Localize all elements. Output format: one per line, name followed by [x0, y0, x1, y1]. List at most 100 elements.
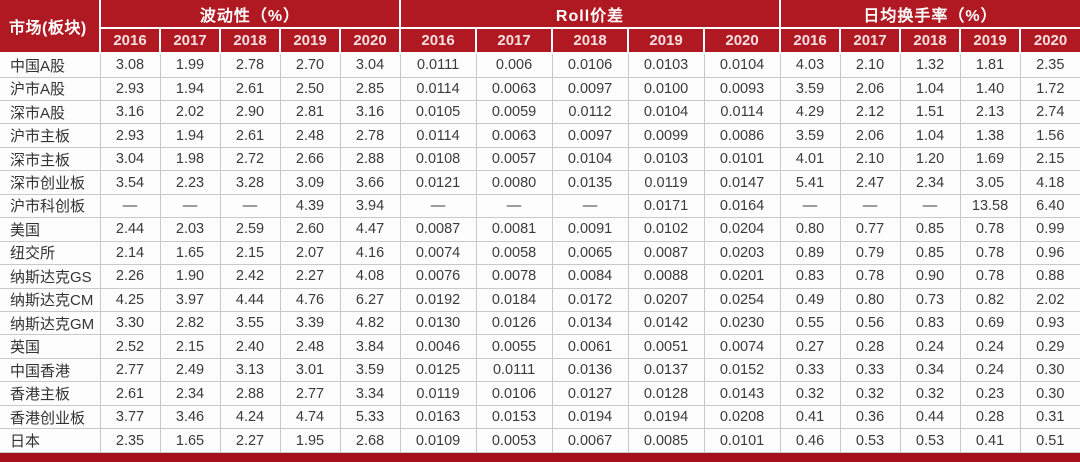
data-cell-turnover: 0.78: [839, 264, 901, 289]
data-cell-roll_spread: 0.0230: [703, 311, 781, 336]
data-cell-volatility: 3.94: [339, 193, 401, 219]
data-cell-roll_spread: 0.0097: [551, 123, 629, 148]
data-cell-roll_spread: 0.0103: [627, 146, 705, 172]
data-cell-roll_spread: 0.0163: [399, 404, 477, 430]
row-label: 中国A股: [0, 52, 101, 78]
data-cell-volatility: 2.35: [99, 428, 161, 453]
row-label: 深市A股: [0, 99, 101, 125]
data-cell-turnover: 2.02: [1019, 287, 1080, 313]
data-cell-roll_spread: 0.0125: [399, 357, 477, 383]
data-cell-volatility: 2.15: [219, 240, 281, 266]
group-header-daily-turnover: 日均换手率（%）: [779, 0, 1080, 29]
data-cell-turnover: 3.59: [779, 76, 841, 101]
row-label: 日本: [0, 428, 101, 453]
data-cell-volatility: 1.95: [279, 428, 341, 453]
data-cell-volatility: 1.99: [159, 52, 221, 78]
data-cell-volatility: 2.61: [219, 76, 281, 101]
data-cell-roll_spread: —: [475, 193, 553, 219]
data-cell-turnover: 2.06: [839, 123, 901, 148]
data-cell-volatility: 2.85: [339, 76, 401, 101]
year-header-2020-group0: 2020: [338, 27, 402, 54]
row-label: 英国: [0, 334, 101, 359]
data-cell-turnover: 0.23: [959, 381, 1021, 406]
data-cell-turnover: 0.36: [839, 404, 901, 430]
table-row: 香港创业板 3.77 3.46 4.24 4.74 5.33 0.0163 0.0153 0.0…: [0, 404, 1080, 430]
data-cell-roll_spread: 0.0152: [703, 357, 781, 383]
year-header-2018-group2: 2018: [899, 27, 962, 54]
data-cell-volatility: 4.39: [279, 193, 341, 219]
table-row: 纳斯达克GS 2.26 1.90 2.42 2.27 4.08 0.0076 0.0078 0.…: [0, 264, 1080, 289]
data-cell-volatility: 3.54: [99, 170, 161, 195]
data-cell-turnover: 0.56: [839, 311, 901, 336]
data-cell-turnover: 0.83: [899, 311, 961, 336]
data-cell-turnover: 0.24: [959, 334, 1021, 359]
data-cell-roll_spread: 0.0207: [627, 287, 705, 313]
data-cell-roll_spread: 0.0106: [475, 381, 553, 406]
data-cell-volatility: 2.52: [99, 334, 161, 359]
data-cell-turnover: 2.06: [839, 76, 901, 101]
data-cell-turnover: 0.93: [1019, 311, 1080, 336]
year-header-2020-group1: 2020: [703, 27, 782, 54]
data-cell-roll_spread: 0.0109: [399, 428, 477, 453]
data-cell-turnover: 2.34: [899, 170, 961, 195]
data-cell-volatility: 4.44: [219, 287, 281, 313]
data-cell-roll_spread: 0.0171: [627, 193, 705, 219]
data-cell-volatility: 1.94: [159, 123, 221, 148]
data-cell-volatility: 2.27: [219, 428, 281, 453]
data-cell-turnover: 0.85: [899, 217, 961, 242]
data-cell-roll_spread: 0.0143: [703, 381, 781, 406]
data-cell-turnover: 0.29: [1019, 334, 1080, 359]
data-cell-roll_spread: 0.0063: [475, 76, 553, 101]
data-cell-turnover: —: [899, 193, 961, 219]
data-cell-roll_spread: 0.006: [475, 52, 553, 78]
data-cell-roll_spread: 0.0147: [703, 170, 781, 195]
data-cell-turnover: 2.47: [839, 170, 901, 195]
data-cell-turnover: 0.78: [959, 240, 1021, 266]
table-row: 深市创业板 3.54 2.23 3.28 3.09 3.66 0.0121 0.0080 0.0…: [0, 170, 1080, 195]
data-cell-volatility: 3.97: [159, 287, 221, 313]
data-cell-volatility: —: [219, 193, 281, 219]
data-cell-volatility: 1.98: [159, 146, 221, 172]
data-cell-roll_spread: 0.0087: [399, 217, 477, 242]
data-cell-roll_spread: 0.0136: [551, 357, 629, 383]
data-cell-turnover: 2.10: [839, 52, 901, 78]
table-row: 深市主板 3.04 1.98 2.72 2.66 2.88 0.0108 0.0057 0.01…: [0, 146, 1080, 172]
data-cell-roll_spread: 0.0051: [627, 334, 705, 359]
data-cell-turnover: 0.51: [1019, 428, 1080, 453]
row-label: 纳斯达克GM: [0, 311, 101, 336]
data-cell-volatility: 2.66: [279, 146, 341, 172]
data-cell-turnover: 0.41: [959, 428, 1021, 453]
data-cell-roll_spread: 0.0087: [627, 240, 705, 266]
data-cell-turnover: 0.34: [899, 357, 961, 383]
table-body: 中国A股 3.08 1.99 2.78 2.70 3.04 0.0111 0.006 0.010…: [0, 52, 1080, 453]
year-header-2016-group0: 2016: [99, 27, 161, 54]
data-cell-turnover: 0.69: [959, 311, 1021, 336]
data-cell-turnover: 1.04: [899, 76, 961, 101]
row-label: 纳斯达克GS: [0, 264, 101, 289]
data-cell-roll_spread: 0.0108: [399, 146, 477, 172]
data-cell-roll_spread: 0.0078: [475, 264, 553, 289]
data-cell-roll_spread: 0.0153: [475, 404, 553, 430]
data-cell-volatility: 2.50: [279, 76, 341, 101]
data-cell-roll_spread: 0.0104: [627, 99, 705, 125]
data-cell-turnover: 0.24: [959, 357, 1021, 383]
data-cell-turnover: 0.24: [899, 334, 961, 359]
data-cell-roll_spread: 0.0203: [703, 240, 781, 266]
data-cell-volatility: 5.33: [339, 404, 401, 430]
data-cell-volatility: 6.27: [339, 287, 401, 313]
data-cell-volatility: 2.14: [99, 240, 161, 266]
data-cell-volatility: 2.72: [219, 146, 281, 172]
data-cell-volatility: 2.15: [159, 334, 221, 359]
data-cell-volatility: 4.82: [339, 311, 401, 336]
data-cell-turnover: 0.53: [839, 428, 901, 453]
data-cell-volatility: 2.93: [99, 76, 161, 101]
data-cell-volatility: —: [159, 193, 221, 219]
data-cell-roll_spread: 0.0137: [627, 357, 705, 383]
data-cell-roll_spread: 0.0104: [551, 146, 629, 172]
data-cell-turnover: 2.15: [1019, 146, 1080, 172]
year-header-2018-group1: 2018: [551, 27, 630, 54]
data-cell-roll_spread: 0.0046: [399, 334, 477, 359]
row-label: 美国: [0, 217, 101, 242]
data-cell-turnover: 1.38: [959, 123, 1021, 148]
data-cell-roll_spread: 0.0121: [399, 170, 477, 195]
